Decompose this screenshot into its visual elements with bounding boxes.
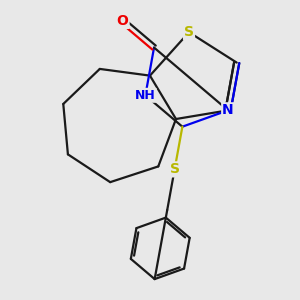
Text: O: O (117, 14, 129, 28)
Text: S: S (169, 162, 180, 176)
Text: N: N (222, 103, 234, 117)
Text: NH: NH (135, 89, 156, 102)
Text: S: S (184, 25, 194, 39)
